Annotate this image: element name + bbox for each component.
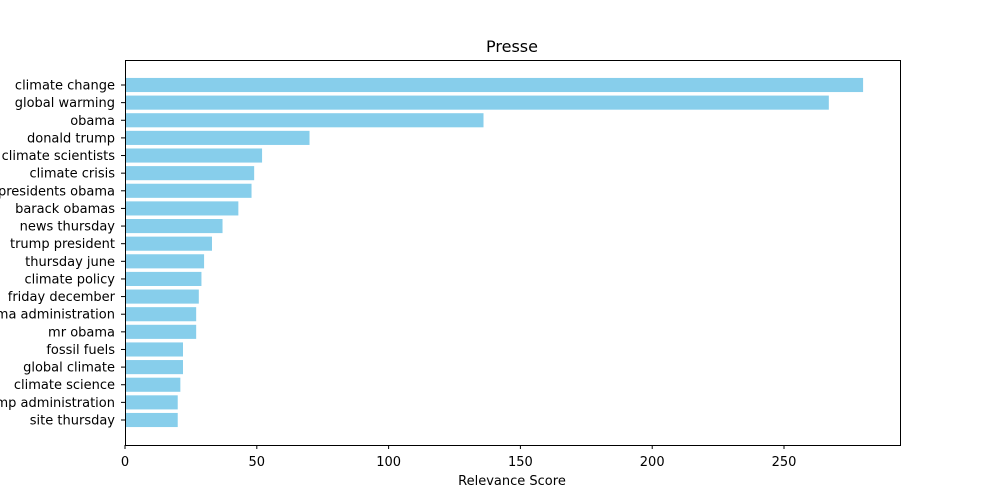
y-tick-label: trump administration [0,396,115,411]
x-tick-label: 50 [249,455,266,470]
y-tick-label: climate crisis [30,167,116,182]
bar-friday-december [125,289,199,304]
bar-news-thursday [125,219,223,234]
bar-presidents-obama [125,183,252,198]
bars-group [125,77,864,428]
y-tick-label: fossil fuels [46,343,115,358]
y-tick-label: site thursday [30,414,116,429]
y-tick-label: obama [70,114,115,129]
chart-title: Presse [486,37,538,56]
y-tick-label: news thursday [20,220,116,235]
bar-global-climate [125,360,183,375]
x-tick-label: 150 [508,455,533,470]
bar-fossil-fuels [125,342,183,357]
y-tick-label: barack obamas [15,202,115,217]
x-tick-label: 200 [640,455,665,470]
bar-climate-science [125,377,181,392]
y-axis: climate change global warming obama donald … [0,79,125,429]
bar-climate-scientists [125,148,263,163]
y-tick-label: donald trump [27,131,115,146]
plot-frame [125,60,901,446]
bar-donald-trump [125,130,310,145]
bar-obama-administration [125,307,197,322]
x-tick-label: 100 [376,455,401,470]
y-tick-label: mr obama [48,325,115,340]
y-tick-label: global climate [23,361,115,376]
y-tick-label: climate scientists [2,149,116,164]
bar-climate-change [125,77,864,93]
bar-thursday-june [125,254,205,269]
y-tick-label: global warming [15,96,115,111]
bar-mr-obama [125,324,197,339]
x-axis-label: Relevance Score [458,474,566,489]
bar-trump-president [125,236,212,251]
y-tick-label: friday december [8,290,116,305]
bar-trump-administration [125,395,178,410]
y-tick-label: thursday june [25,255,115,270]
x-tick-label: 250 [772,455,797,470]
bar-barack-obamas [125,201,239,216]
x-tick-label: 0 [121,455,129,470]
y-tick-label: presidents obama [0,184,115,199]
bar-climate-policy [125,271,202,286]
bar-obama [125,113,484,128]
x-axis: 0 50 100 150 200 250 [121,445,797,470]
bar-climate-crisis [125,166,255,181]
y-tick-label: climate science [14,378,115,393]
y-tick-label: climate change [15,79,115,94]
y-tick-label: climate policy [25,272,116,287]
bar-site-thursday [125,412,178,428]
y-tick-label: obama administration [0,308,115,323]
y-tick-label: trump president [10,237,115,252]
bar-global-warming [125,95,829,110]
